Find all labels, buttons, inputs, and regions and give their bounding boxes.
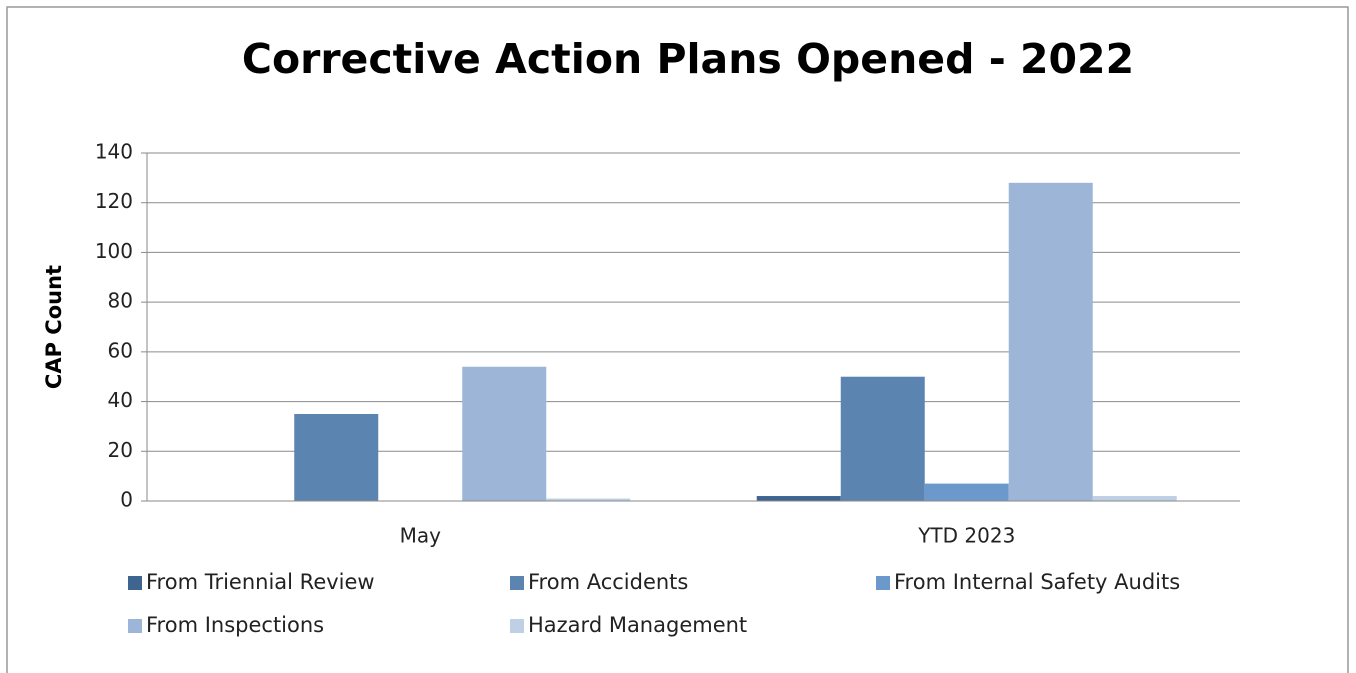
- bar: [924, 483, 1009, 501]
- bar: [462, 366, 547, 501]
- y-tick-label: 100: [95, 239, 133, 263]
- legend-swatch: [510, 619, 524, 633]
- legend-swatch: [876, 576, 890, 590]
- bar: [546, 498, 631, 501]
- legend-label: From Inspections: [146, 613, 324, 637]
- legend-swatch: [128, 619, 142, 633]
- y-tick-label: 140: [95, 140, 133, 164]
- y-tick-label: 20: [108, 438, 133, 462]
- y-axis-label: CAP Count: [42, 265, 66, 389]
- y-tick-label: 40: [108, 388, 133, 412]
- bar: [294, 414, 379, 501]
- legend-label: From Triennial Review: [146, 570, 375, 594]
- chart-title: Corrective Action Plans Opened - 2022: [242, 35, 1134, 83]
- y-tick-label: 120: [95, 189, 133, 213]
- x-tick-label: May: [400, 524, 442, 548]
- bar: [756, 496, 841, 501]
- bar: [1008, 182, 1093, 502]
- legend-label: From Accidents: [528, 570, 688, 594]
- bar: [1092, 496, 1177, 501]
- legend-swatch: [128, 576, 142, 590]
- y-tick-label: 60: [108, 338, 133, 362]
- legend-label: From Internal Safety Audits: [894, 570, 1180, 594]
- y-tick-label: 80: [108, 289, 133, 313]
- bar: [840, 376, 925, 501]
- legend-label: Hazard Management: [528, 613, 747, 637]
- y-tick-label: 0: [120, 488, 133, 512]
- legend-swatch: [510, 576, 524, 590]
- x-tick-label: YTD 2023: [917, 524, 1015, 548]
- chart-frame: [6, 6, 1349, 673]
